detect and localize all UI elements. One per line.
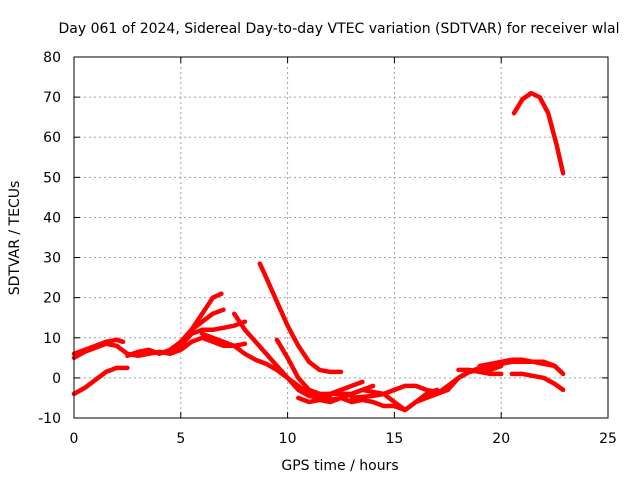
y-tick-label: 0: [52, 371, 61, 387]
series-trace-c: [71, 365, 130, 397]
x-tick-label: 15: [385, 431, 403, 447]
y-tick-label: 30: [43, 251, 61, 267]
series-trace-j: [274, 337, 365, 397]
series-trace-p: [477, 357, 566, 377]
series-trace-f: [178, 319, 248, 349]
y-axis-label: SDTVAR / TECUs: [7, 181, 23, 296]
y-tick-label: 50: [43, 170, 61, 186]
y-tick-label: 80: [43, 50, 61, 66]
y-tick-label: 40: [43, 210, 61, 226]
x-tick-label: 5: [176, 431, 185, 447]
y-tick-label: 10: [43, 331, 61, 347]
series-trace-i: [257, 261, 344, 375]
series-layer: [71, 90, 566, 413]
y-tick-label: 20: [43, 291, 61, 307]
tick-layer: 0 5 10 15 20 25 -10 0 10 20 30 40 50 60 70 80: [38, 50, 617, 447]
grid-layer: [74, 57, 608, 418]
series-trace-o: [456, 367, 504, 377]
plot-frame: [73, 56, 609, 419]
x-tick-label: 25: [599, 431, 617, 447]
chart-title: Day 061 of 2024, Sidereal Day-to-day VTE…: [58, 21, 619, 37]
y-tick-label: -10: [38, 411, 61, 427]
y-tick-label: 60: [43, 130, 61, 146]
x-tick-label: 0: [70, 431, 79, 447]
y-tick-label: 70: [43, 90, 61, 106]
series-trace-e: [167, 307, 226, 353]
series-trace-l: [328, 383, 451, 397]
series-trace-q: [509, 371, 566, 393]
series-trace-r: [511, 90, 566, 176]
x-tick-label: 20: [492, 431, 510, 447]
x-axis-label: GPS time / hours: [281, 458, 398, 474]
x-tick-label: 10: [279, 431, 297, 447]
